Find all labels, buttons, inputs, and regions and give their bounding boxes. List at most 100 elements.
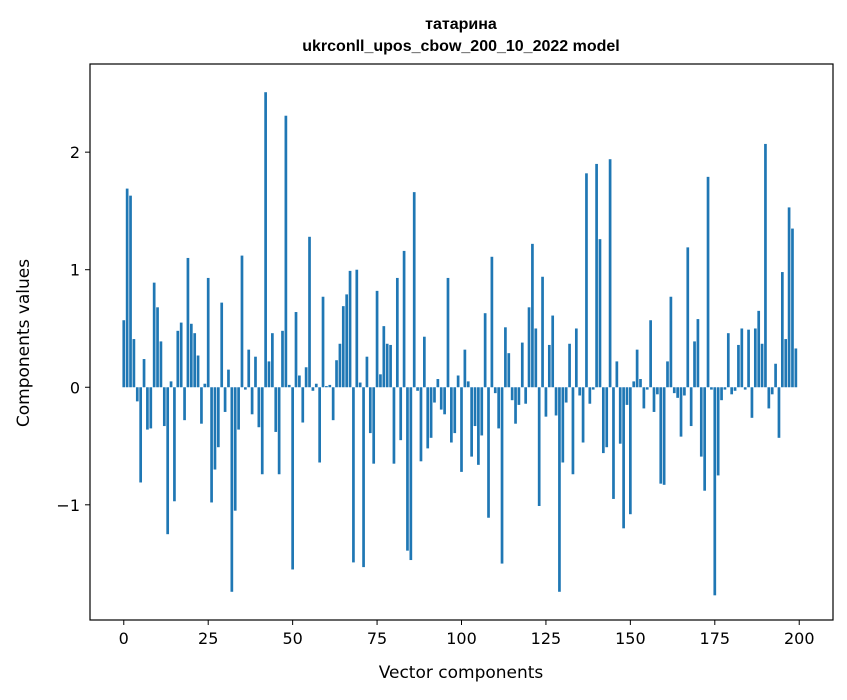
- bar-186: [750, 387, 754, 418]
- bar-144: [608, 159, 612, 388]
- bar-9: [152, 282, 156, 388]
- bar-41: [260, 387, 264, 475]
- bar-114: [507, 353, 511, 388]
- bar-152: [635, 349, 639, 388]
- bar-84: [406, 387, 409, 551]
- bar-175: [713, 387, 717, 596]
- bar-90: [426, 387, 430, 449]
- bar-44: [271, 333, 274, 388]
- y-tick-label: 1: [70, 261, 80, 280]
- bar-68: [352, 387, 355, 563]
- bar-17: [179, 322, 183, 388]
- bar-13: [166, 387, 170, 535]
- bar-39: [254, 356, 257, 388]
- bar-57: [314, 383, 318, 388]
- bar-22: [196, 355, 200, 388]
- y-tick-label: 0: [70, 378, 80, 397]
- bar-24: [203, 383, 207, 388]
- bar-87: [416, 387, 419, 391]
- bar-28: [216, 387, 220, 448]
- bar-126: [547, 344, 551, 388]
- bar-193: [774, 363, 777, 388]
- bar-158: [656, 387, 659, 395]
- bar-160: [662, 387, 666, 485]
- bar-135: [578, 387, 582, 396]
- bar-92: [433, 387, 436, 403]
- bar-52: [298, 375, 301, 388]
- bar-145: [612, 387, 615, 499]
- bar-42: [264, 92, 267, 388]
- bar-0: [122, 320, 126, 388]
- bar-19: [186, 257, 190, 388]
- bar-198: [791, 228, 794, 388]
- bar-121: [531, 243, 534, 388]
- bar-65: [341, 306, 345, 388]
- bar-195: [780, 272, 784, 388]
- bar-185: [747, 329, 750, 388]
- bar-122: [534, 328, 538, 388]
- bar-120: [527, 307, 531, 388]
- bar-5: [139, 387, 143, 483]
- bar-179: [726, 333, 730, 388]
- bar-21: [193, 333, 197, 388]
- bar-180: [730, 387, 734, 395]
- bar-2: [129, 195, 132, 388]
- bar-93: [436, 379, 440, 388]
- bar-81: [395, 277, 399, 388]
- bar-91: [429, 387, 433, 438]
- bar-96: [446, 277, 450, 388]
- bar-171: [699, 387, 703, 457]
- bar-146: [615, 361, 619, 388]
- bar-113: [504, 327, 507, 388]
- x-tick-label: 0: [119, 629, 129, 648]
- bar-55: [308, 236, 311, 388]
- bar-71: [362, 387, 365, 568]
- bar-118: [520, 342, 524, 388]
- bar-56: [311, 387, 315, 391]
- chart-title-line-1: татарина: [425, 16, 497, 33]
- bar-125: [544, 387, 548, 417]
- bar-59: [321, 296, 325, 388]
- bar-1: [125, 188, 129, 388]
- bar-73: [368, 387, 372, 434]
- bar-123: [537, 387, 541, 506]
- bar-109: [490, 256, 494, 388]
- bar-54: [304, 367, 308, 388]
- bar-12: [162, 387, 166, 427]
- bar-37: [247, 349, 251, 388]
- bar-116: [514, 387, 517, 424]
- y-tick-label: −1: [56, 496, 80, 515]
- bar-194: [777, 387, 781, 438]
- bar-169: [693, 341, 696, 388]
- bar-95: [443, 387, 446, 415]
- bar-131: [564, 387, 568, 403]
- chart-title-line-2: ukrconll_upos_cbow_200_10_2022 model: [302, 38, 619, 55]
- bar-103: [470, 387, 473, 457]
- bar-172: [703, 387, 707, 491]
- bar-34: [237, 387, 240, 430]
- bar-31: [227, 369, 230, 388]
- bar-33: [233, 387, 237, 511]
- bar-166: [683, 387, 686, 396]
- bar-30: [223, 387, 227, 412]
- bar-89: [423, 336, 426, 388]
- bar-197: [787, 207, 791, 388]
- bar-32: [230, 387, 234, 592]
- bar-177: [720, 387, 723, 401]
- bar-94: [439, 387, 443, 410]
- bar-162: [669, 296, 673, 388]
- bar-167: [686, 247, 690, 388]
- bar-70: [358, 382, 362, 388]
- bar-80: [392, 387, 396, 464]
- bar-161: [666, 361, 669, 388]
- bar-26: [210, 387, 213, 503]
- bar-23: [200, 387, 203, 424]
- x-axis-ticks: 0 25 50 75 100 125 150 175 200: [119, 620, 815, 648]
- bar-128: [554, 387, 558, 416]
- bar-11: [159, 341, 163, 388]
- bar-130: [561, 387, 565, 463]
- bar-148: [622, 387, 625, 529]
- bar-14: [169, 381, 173, 388]
